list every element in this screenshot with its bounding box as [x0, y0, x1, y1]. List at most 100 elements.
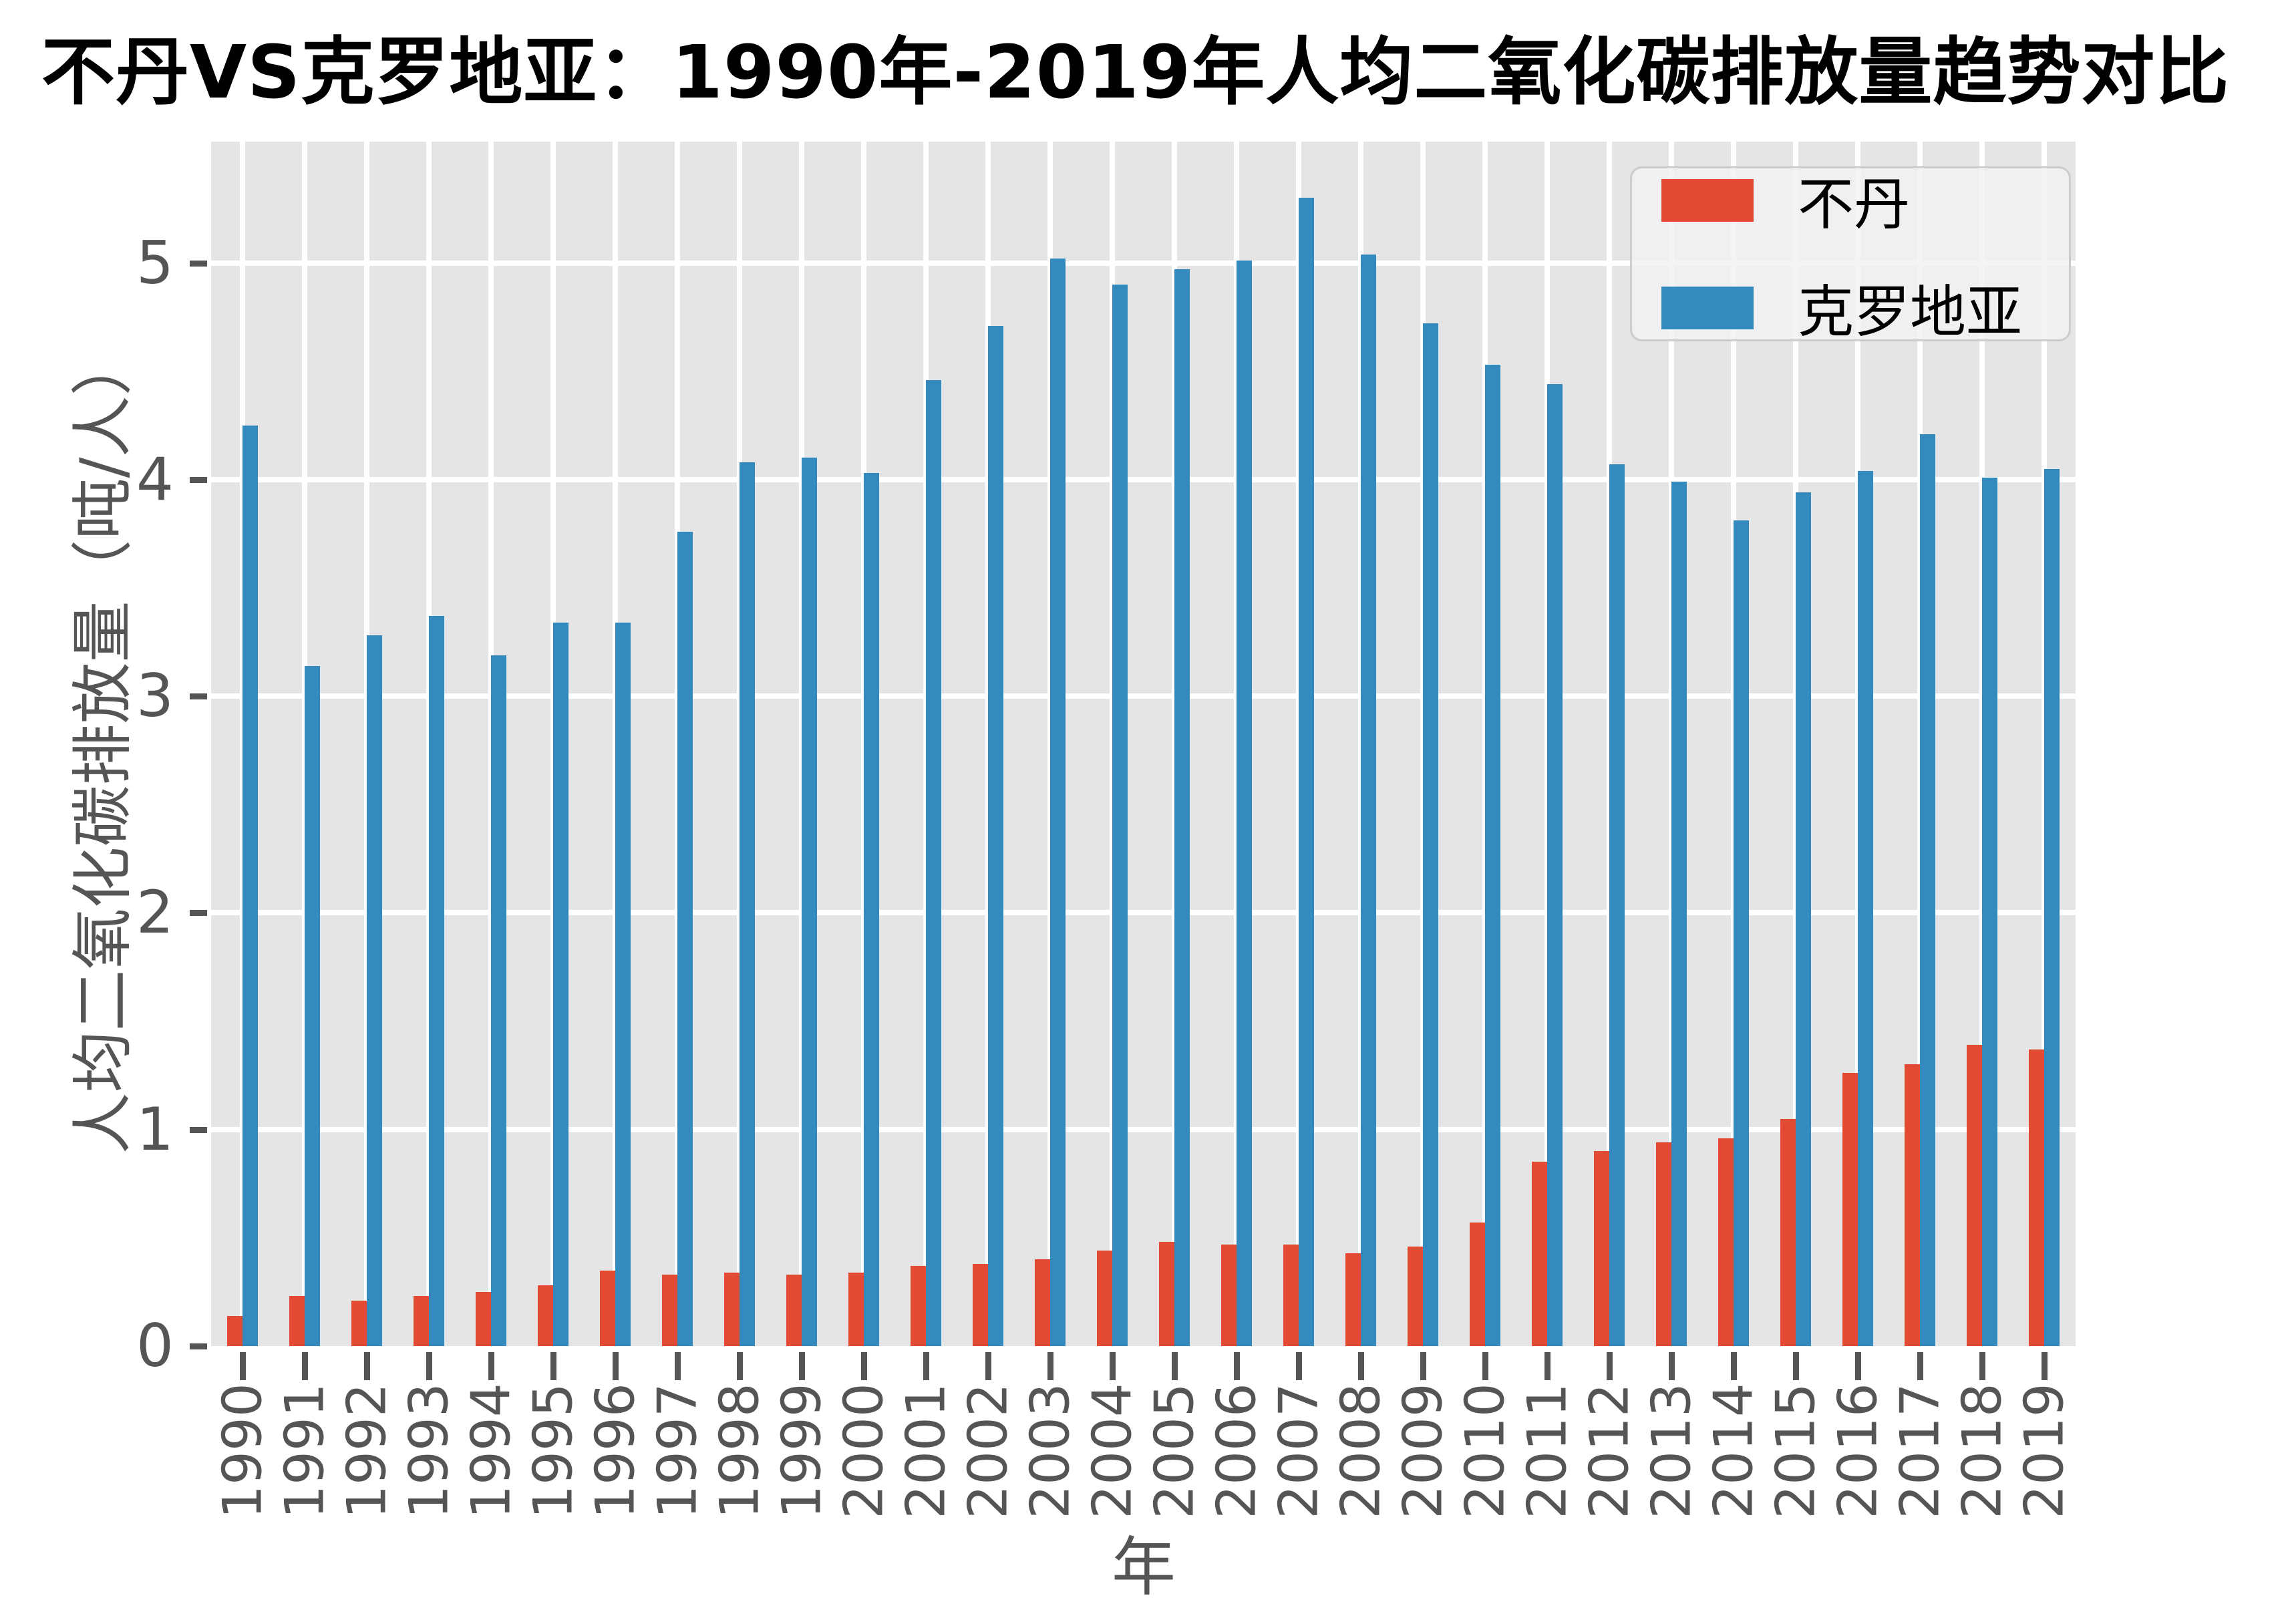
- x-tick-2005: [1172, 1352, 1178, 1380]
- x-tick-2001: [923, 1352, 929, 1380]
- bar-bhutan-2009: [1408, 1247, 1424, 1346]
- bar-croatia-1991: [304, 666, 320, 1346]
- bar-croatia-2019: [2044, 469, 2060, 1346]
- x-tick-1996: [612, 1352, 619, 1380]
- x-tick-label-2017: 2017: [1889, 1383, 1951, 1519]
- y-tick-3: [190, 693, 207, 700]
- legend-item-croatia: 克罗地亚: [1661, 267, 2040, 348]
- bar-croatia-1994: [490, 655, 506, 1346]
- bar-bhutan-1993: [413, 1296, 429, 1346]
- legend-item-bhutan: 不丹: [1661, 160, 2040, 240]
- bar-croatia-2015: [1796, 492, 1812, 1346]
- plot-area: [211, 142, 2076, 1346]
- x-tick-label-1990: 1990: [211, 1383, 274, 1519]
- bar-bhutan-2015: [1780, 1119, 1796, 1346]
- bar-bhutan-2012: [1594, 1151, 1610, 1346]
- x-tick-2018: [1979, 1352, 1986, 1380]
- bar-bhutan-1992: [351, 1301, 367, 1346]
- x-tick-label-1996: 1996: [584, 1383, 647, 1519]
- y-tick-2: [190, 910, 207, 917]
- bar-bhutan-2013: [1656, 1142, 1672, 1346]
- x-axis-label: 年: [1112, 1530, 1176, 1605]
- bar-croatia-1990: [242, 426, 258, 1346]
- bar-bhutan-2008: [1345, 1253, 1361, 1346]
- x-tick-label-2009: 2009: [1392, 1383, 1454, 1519]
- x-tick-label-2002: 2002: [957, 1383, 1019, 1519]
- x-tick-2003: [1047, 1352, 1053, 1380]
- x-tick-label-2011: 2011: [1516, 1383, 1579, 1519]
- x-tick-2008: [1358, 1352, 1365, 1380]
- bar-bhutan-2011: [1532, 1162, 1548, 1346]
- bar-bhutan-2006: [1221, 1245, 1237, 1346]
- x-tick-2000: [860, 1352, 867, 1380]
- bar-croatia-2004: [1112, 285, 1128, 1346]
- x-tick-label-2019: 2019: [2013, 1383, 2076, 1519]
- bar-croatia-1992: [366, 635, 382, 1346]
- x-tick-1992: [363, 1352, 370, 1380]
- y-tick-label-4: 4: [136, 444, 174, 514]
- x-tick-2013: [1669, 1352, 1675, 1380]
- bar-croatia-2001: [925, 380, 941, 1346]
- bar-bhutan-2016: [1842, 1073, 1858, 1346]
- gridline-y-1: [211, 1126, 2076, 1132]
- bar-bhutan-1990: [226, 1316, 242, 1346]
- bar-bhutan-1999: [786, 1275, 802, 1346]
- bar-croatia-2011: [1547, 384, 1563, 1346]
- bar-croatia-1995: [552, 623, 568, 1346]
- x-tick-2004: [1109, 1352, 1116, 1380]
- x-tick-label-2006: 2006: [1205, 1383, 1268, 1519]
- bar-bhutan-2001: [910, 1266, 926, 1346]
- bar-bhutan-2014: [1718, 1138, 1734, 1346]
- x-tick-label-2007: 2007: [1267, 1383, 1330, 1519]
- x-tick-label-2004: 2004: [1081, 1383, 1144, 1519]
- y-tick-label-5: 5: [136, 228, 174, 297]
- bar-bhutan-1994: [475, 1292, 491, 1346]
- x-tick-label-2016: 2016: [1826, 1383, 1889, 1519]
- bar-bhutan-2003: [1034, 1259, 1050, 1346]
- bar-croatia-2012: [1609, 464, 1625, 1346]
- y-tick-label-1: 1: [136, 1094, 174, 1164]
- bar-croatia-2010: [1485, 365, 1501, 1346]
- bar-croatia-2005: [1174, 269, 1190, 1346]
- x-tick-label-1995: 1995: [522, 1383, 585, 1519]
- bar-bhutan-2004: [1096, 1251, 1112, 1346]
- gridline-y-5: [211, 260, 2076, 266]
- y-tick-label-2: 2: [136, 878, 174, 947]
- x-tick-1999: [798, 1352, 805, 1380]
- x-tick-label-2014: 2014: [1702, 1383, 1765, 1519]
- bar-croatia-2007: [1299, 198, 1315, 1346]
- bar-bhutan-1996: [599, 1271, 615, 1346]
- bar-bhutan-2017: [1905, 1064, 1921, 1346]
- legend-swatch-bhutan-icon: [1661, 178, 1754, 222]
- bar-bhutan-2000: [848, 1273, 864, 1346]
- y-tick-5: [190, 260, 207, 267]
- x-tick-label-2010: 2010: [1454, 1383, 1516, 1519]
- x-tick-label-2005: 2005: [1143, 1383, 1206, 1519]
- x-tick-label-1998: 1998: [708, 1383, 771, 1519]
- x-tick-label-2001: 2001: [894, 1383, 957, 1519]
- y-tick-0: [190, 1343, 207, 1349]
- x-tick-2009: [1420, 1352, 1427, 1380]
- gridline-y-2: [211, 910, 2076, 916]
- bar-bhutan-2007: [1283, 1245, 1299, 1346]
- x-tick-1995: [550, 1352, 556, 1380]
- bar-bhutan-2002: [972, 1264, 988, 1346]
- bar-bhutan-2010: [1470, 1223, 1486, 1346]
- bar-croatia-1996: [615, 623, 631, 1346]
- x-tick-label-2018: 2018: [1951, 1383, 2013, 1519]
- x-tick-label-1993: 1993: [397, 1383, 460, 1519]
- bar-bhutan-1995: [537, 1285, 553, 1346]
- x-tick-label-1999: 1999: [770, 1383, 833, 1519]
- gridline-y-4: [211, 476, 2076, 482]
- bar-croatia-2003: [1049, 259, 1066, 1346]
- bar-bhutan-1997: [661, 1275, 677, 1346]
- bar-bhutan-2019: [2029, 1049, 2045, 1346]
- bar-croatia-2000: [863, 473, 879, 1346]
- x-tick-2007: [1296, 1352, 1303, 1380]
- bar-croatia-1993: [428, 616, 444, 1346]
- x-tick-2015: [1793, 1352, 1800, 1380]
- bar-bhutan-2018: [1967, 1045, 1983, 1346]
- gridline-y-3: [211, 693, 2076, 699]
- x-tick-1997: [674, 1352, 681, 1380]
